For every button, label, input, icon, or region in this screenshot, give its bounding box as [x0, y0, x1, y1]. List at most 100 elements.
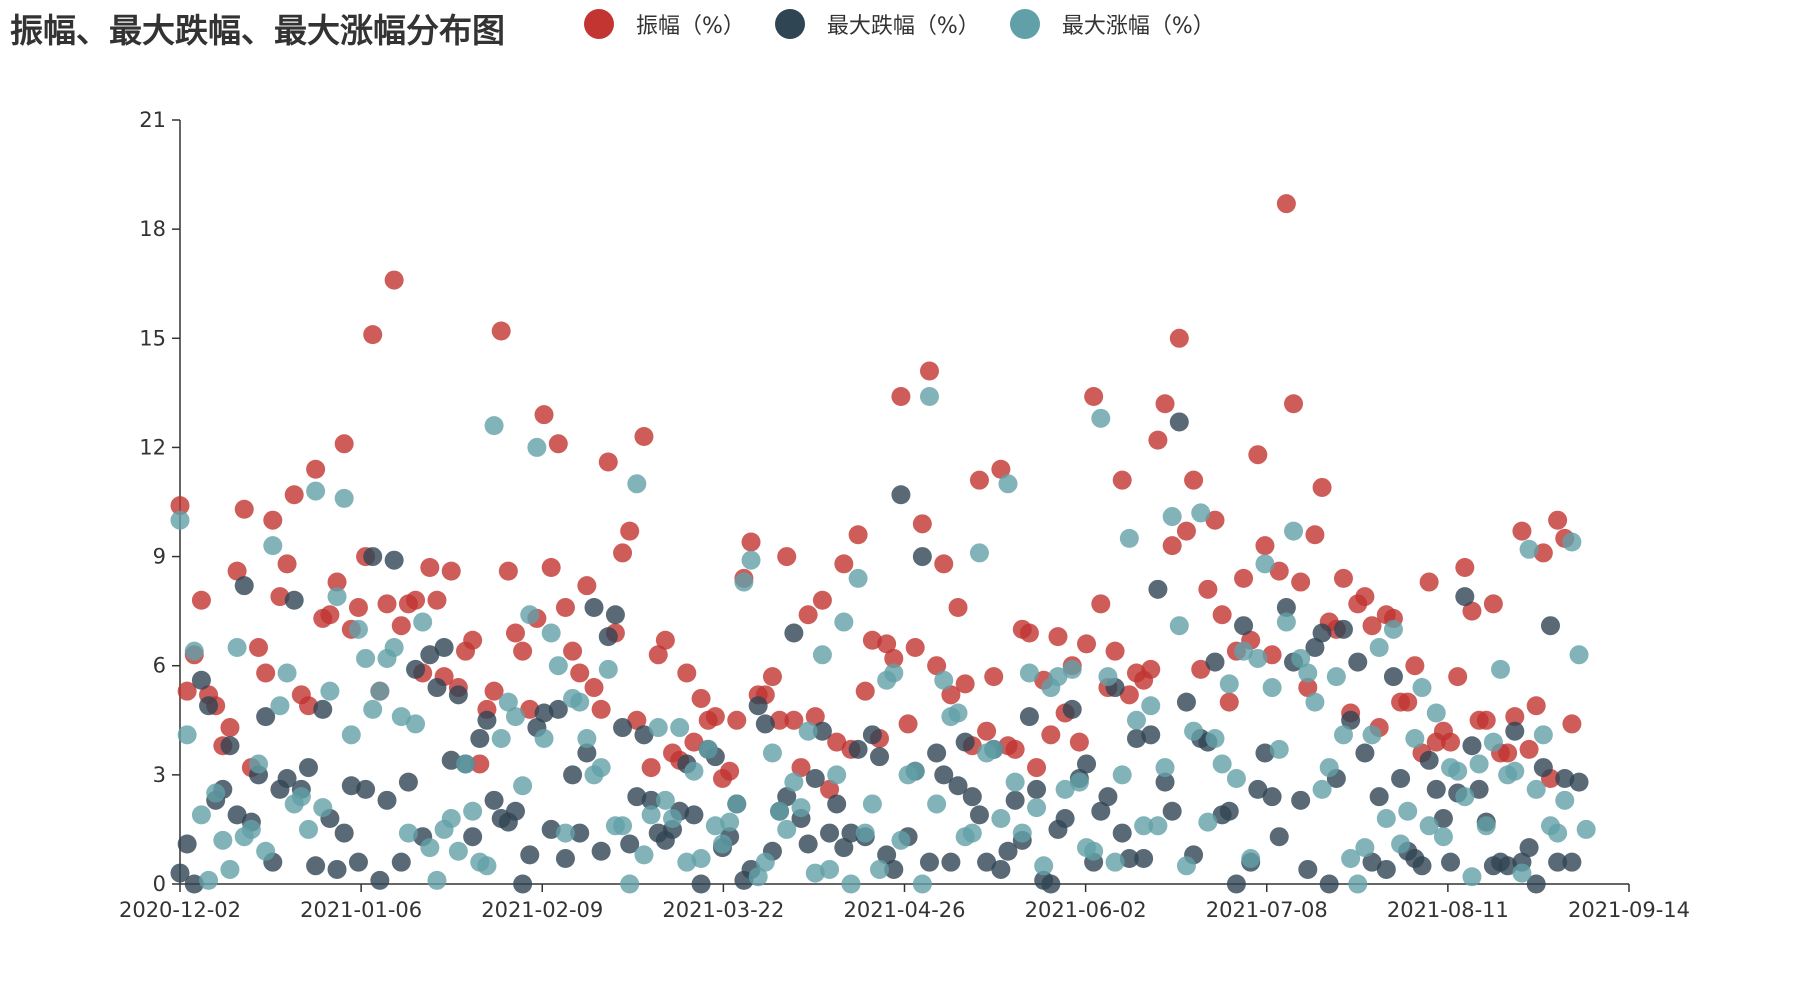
max-drop-point	[348, 852, 368, 872]
max-rise-point	[1398, 801, 1418, 821]
max-rise-point	[463, 801, 483, 821]
max-drop-point	[1234, 616, 1254, 636]
amplitude-point	[1248, 445, 1268, 465]
max-drop-point	[184, 874, 204, 894]
amplitude-point	[1155, 394, 1175, 414]
amplitude-point	[263, 510, 283, 530]
max-rise-point	[870, 859, 890, 879]
amplitude-point	[191, 590, 211, 610]
max-rise-point	[748, 867, 768, 887]
max-rise-point	[291, 787, 311, 807]
max-rise-point	[1376, 809, 1396, 829]
amplitude-point	[1091, 594, 1111, 614]
amplitude-point	[791, 758, 811, 778]
max-drop-point	[1441, 852, 1461, 872]
max-drop-point	[398, 772, 418, 792]
max-rise-point	[998, 474, 1018, 494]
max-drop-point	[1305, 638, 1325, 658]
max-rise-point	[613, 816, 633, 836]
x-tick-label: 2021-04-26	[843, 898, 965, 922]
max-drop-point	[912, 547, 932, 567]
max-drop-point	[877, 845, 897, 865]
amplitude-point	[1305, 525, 1325, 545]
max-drop-point	[1276, 598, 1296, 618]
max-drop-point	[1548, 852, 1568, 872]
max-drop-point	[1412, 856, 1432, 876]
amplitude-point	[249, 638, 269, 658]
amplitude-point	[677, 663, 697, 683]
amplitude-point	[1119, 685, 1139, 705]
amplitude-point	[1548, 510, 1568, 530]
amplitude-point	[1112, 470, 1132, 490]
max-drop-point	[391, 852, 411, 872]
max-drop-point	[1041, 874, 1061, 894]
max-drop-point	[1269, 827, 1289, 847]
x-tick-label: 2021-09-14	[1568, 898, 1690, 922]
max-drop-point	[541, 819, 561, 839]
max-rise-point	[1234, 641, 1254, 661]
max-drop-point	[563, 765, 583, 785]
max-rise-point	[591, 758, 611, 778]
max-rise-point	[1469, 754, 1489, 774]
max-drop-point	[1155, 772, 1175, 792]
max-rise-point	[1269, 739, 1289, 759]
max-rise-point	[1148, 816, 1168, 836]
max-drop-point	[627, 787, 647, 807]
amplitude-point	[1219, 692, 1239, 712]
max-drop-point	[427, 678, 447, 698]
max-rise-point	[1512, 863, 1532, 883]
max-rise-point	[1298, 663, 1318, 683]
amplitude-point	[955, 674, 975, 694]
max-drop-point	[841, 823, 861, 843]
amplitude-point	[984, 667, 1004, 687]
amplitude-point	[1005, 739, 1025, 759]
legend-item-amplitude[interactable]: 振幅（%）	[584, 8, 745, 40]
max-drop-point	[1383, 667, 1403, 687]
max-rise-point	[1341, 849, 1361, 869]
amplitude-point	[541, 557, 561, 577]
max-rise-point	[520, 605, 540, 625]
legend-item-max-rise[interactable]: 最大涨幅（%）	[1009, 8, 1215, 40]
max-rise-point	[1176, 856, 1196, 876]
amplitude-point	[1084, 386, 1104, 406]
y-tick-label: 0	[153, 872, 166, 896]
amplitude-point	[406, 590, 426, 610]
max-drop-point	[1391, 768, 1411, 788]
amplitude-point	[855, 681, 875, 701]
amplitude-point	[720, 761, 740, 781]
amplitude-point	[820, 779, 840, 799]
max-drop-point	[1369, 787, 1389, 807]
max-drop-point	[891, 485, 911, 505]
max-rise-point	[1062, 659, 1082, 679]
max-rise-point	[1098, 667, 1118, 687]
x-tick-label: 2021-08-11	[1387, 898, 1509, 922]
max-rise-point	[241, 819, 261, 839]
amplitude-point	[277, 554, 297, 574]
max-drop-point	[1262, 787, 1282, 807]
max-rise-point	[256, 841, 276, 861]
amplitude-point	[1184, 470, 1204, 490]
max-rise-point	[513, 776, 533, 796]
max-rise-point	[1126, 710, 1146, 730]
amplitude-point	[306, 459, 326, 479]
amplitude-point	[969, 470, 989, 490]
max-drop-point	[962, 787, 982, 807]
max-rise-point	[1419, 816, 1439, 836]
amplitude-point	[505, 623, 525, 643]
max-rise-point	[1112, 765, 1132, 785]
max-rise-point	[498, 692, 518, 712]
max-drop-point	[298, 758, 318, 778]
amplitude-point	[977, 721, 997, 741]
max-rise-point	[841, 874, 861, 894]
legend-item-max-drop[interactable]: 最大跌幅（%）	[774, 8, 980, 40]
max-rise-point	[1091, 408, 1111, 428]
max-drop-point	[755, 714, 775, 734]
amplitude-point	[1519, 739, 1539, 759]
amplitude-point	[320, 605, 340, 625]
amplitude-point	[634, 427, 654, 447]
amplitude-point	[363, 325, 383, 345]
max-rise-point	[320, 681, 340, 701]
amplitude-point	[1212, 605, 1232, 625]
max-rise-point	[341, 725, 361, 745]
max-rise-point	[834, 612, 854, 632]
